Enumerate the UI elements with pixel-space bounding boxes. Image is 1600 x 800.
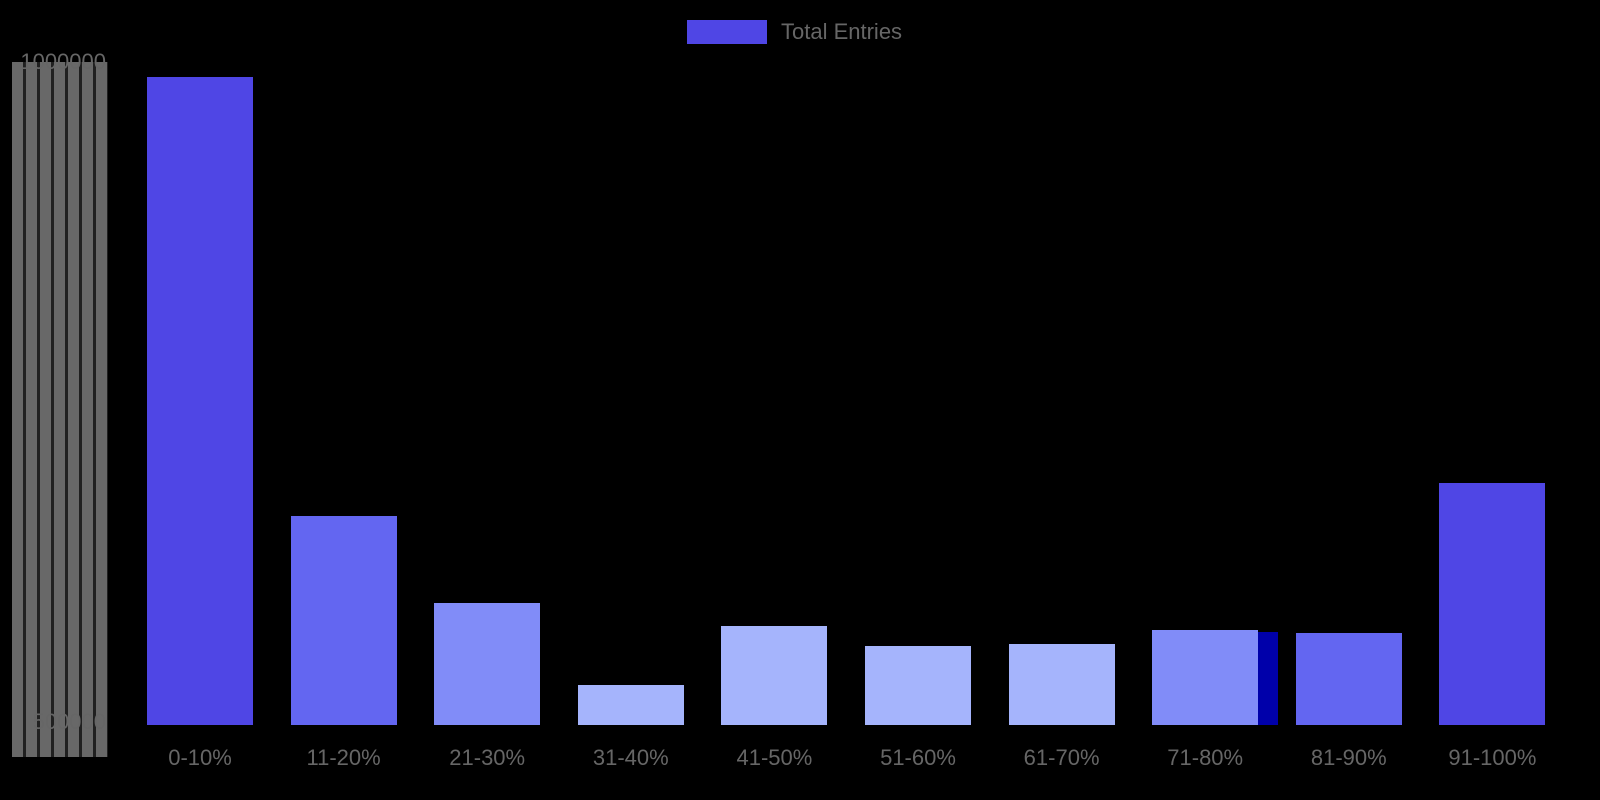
- x-tick-label: 41-50%: [736, 745, 813, 770]
- bar-41-50%[interactable]: [721, 626, 828, 725]
- bar-71-80%[interactable]: [1152, 630, 1259, 725]
- plot-area: [130, 62, 1590, 725]
- bar-0-10%[interactable]: [147, 77, 253, 725]
- x-tick-label: 31-40%: [592, 745, 669, 770]
- y-axis-label-artifacts: [12, 62, 108, 757]
- bar-51-60%[interactable]: [865, 646, 971, 725]
- y-tick-top: 1000000: [20, 49, 106, 74]
- bar-31-40%[interactable]: [577, 685, 684, 725]
- x-tick-label: 11-20%: [306, 745, 381, 770]
- legend-label: Total Entries: [781, 19, 903, 44]
- y-axis: 1000000 500000: [0, 0, 120, 800]
- bar-81-90%[interactable]: [1295, 632, 1402, 725]
- bar-11-20%[interactable]: [290, 516, 397, 725]
- hover-highlight: [1258, 632, 1279, 725]
- legend-swatch: [687, 20, 767, 44]
- x-tick-label: 61-70%: [1023, 745, 1100, 770]
- x-tick-label: 71-80%: [1167, 745, 1244, 770]
- bar-21-30%[interactable]: [434, 603, 541, 725]
- bar-61-70%[interactable]: [1008, 644, 1115, 725]
- chart-legend[interactable]: Total Entries: [687, 19, 902, 45]
- x-tick-label: 51-60%: [880, 745, 956, 770]
- x-tick-label: 0-10%: [168, 745, 232, 770]
- x-tick-label: 21-30%: [449, 745, 526, 770]
- bar-91-100%[interactable]: [1439, 483, 1546, 725]
- x-tick-label: 91-100%: [1448, 745, 1537, 770]
- y-tick-bottom: 500000: [32, 709, 106, 734]
- x-tick-label: 81-90%: [1310, 745, 1387, 770]
